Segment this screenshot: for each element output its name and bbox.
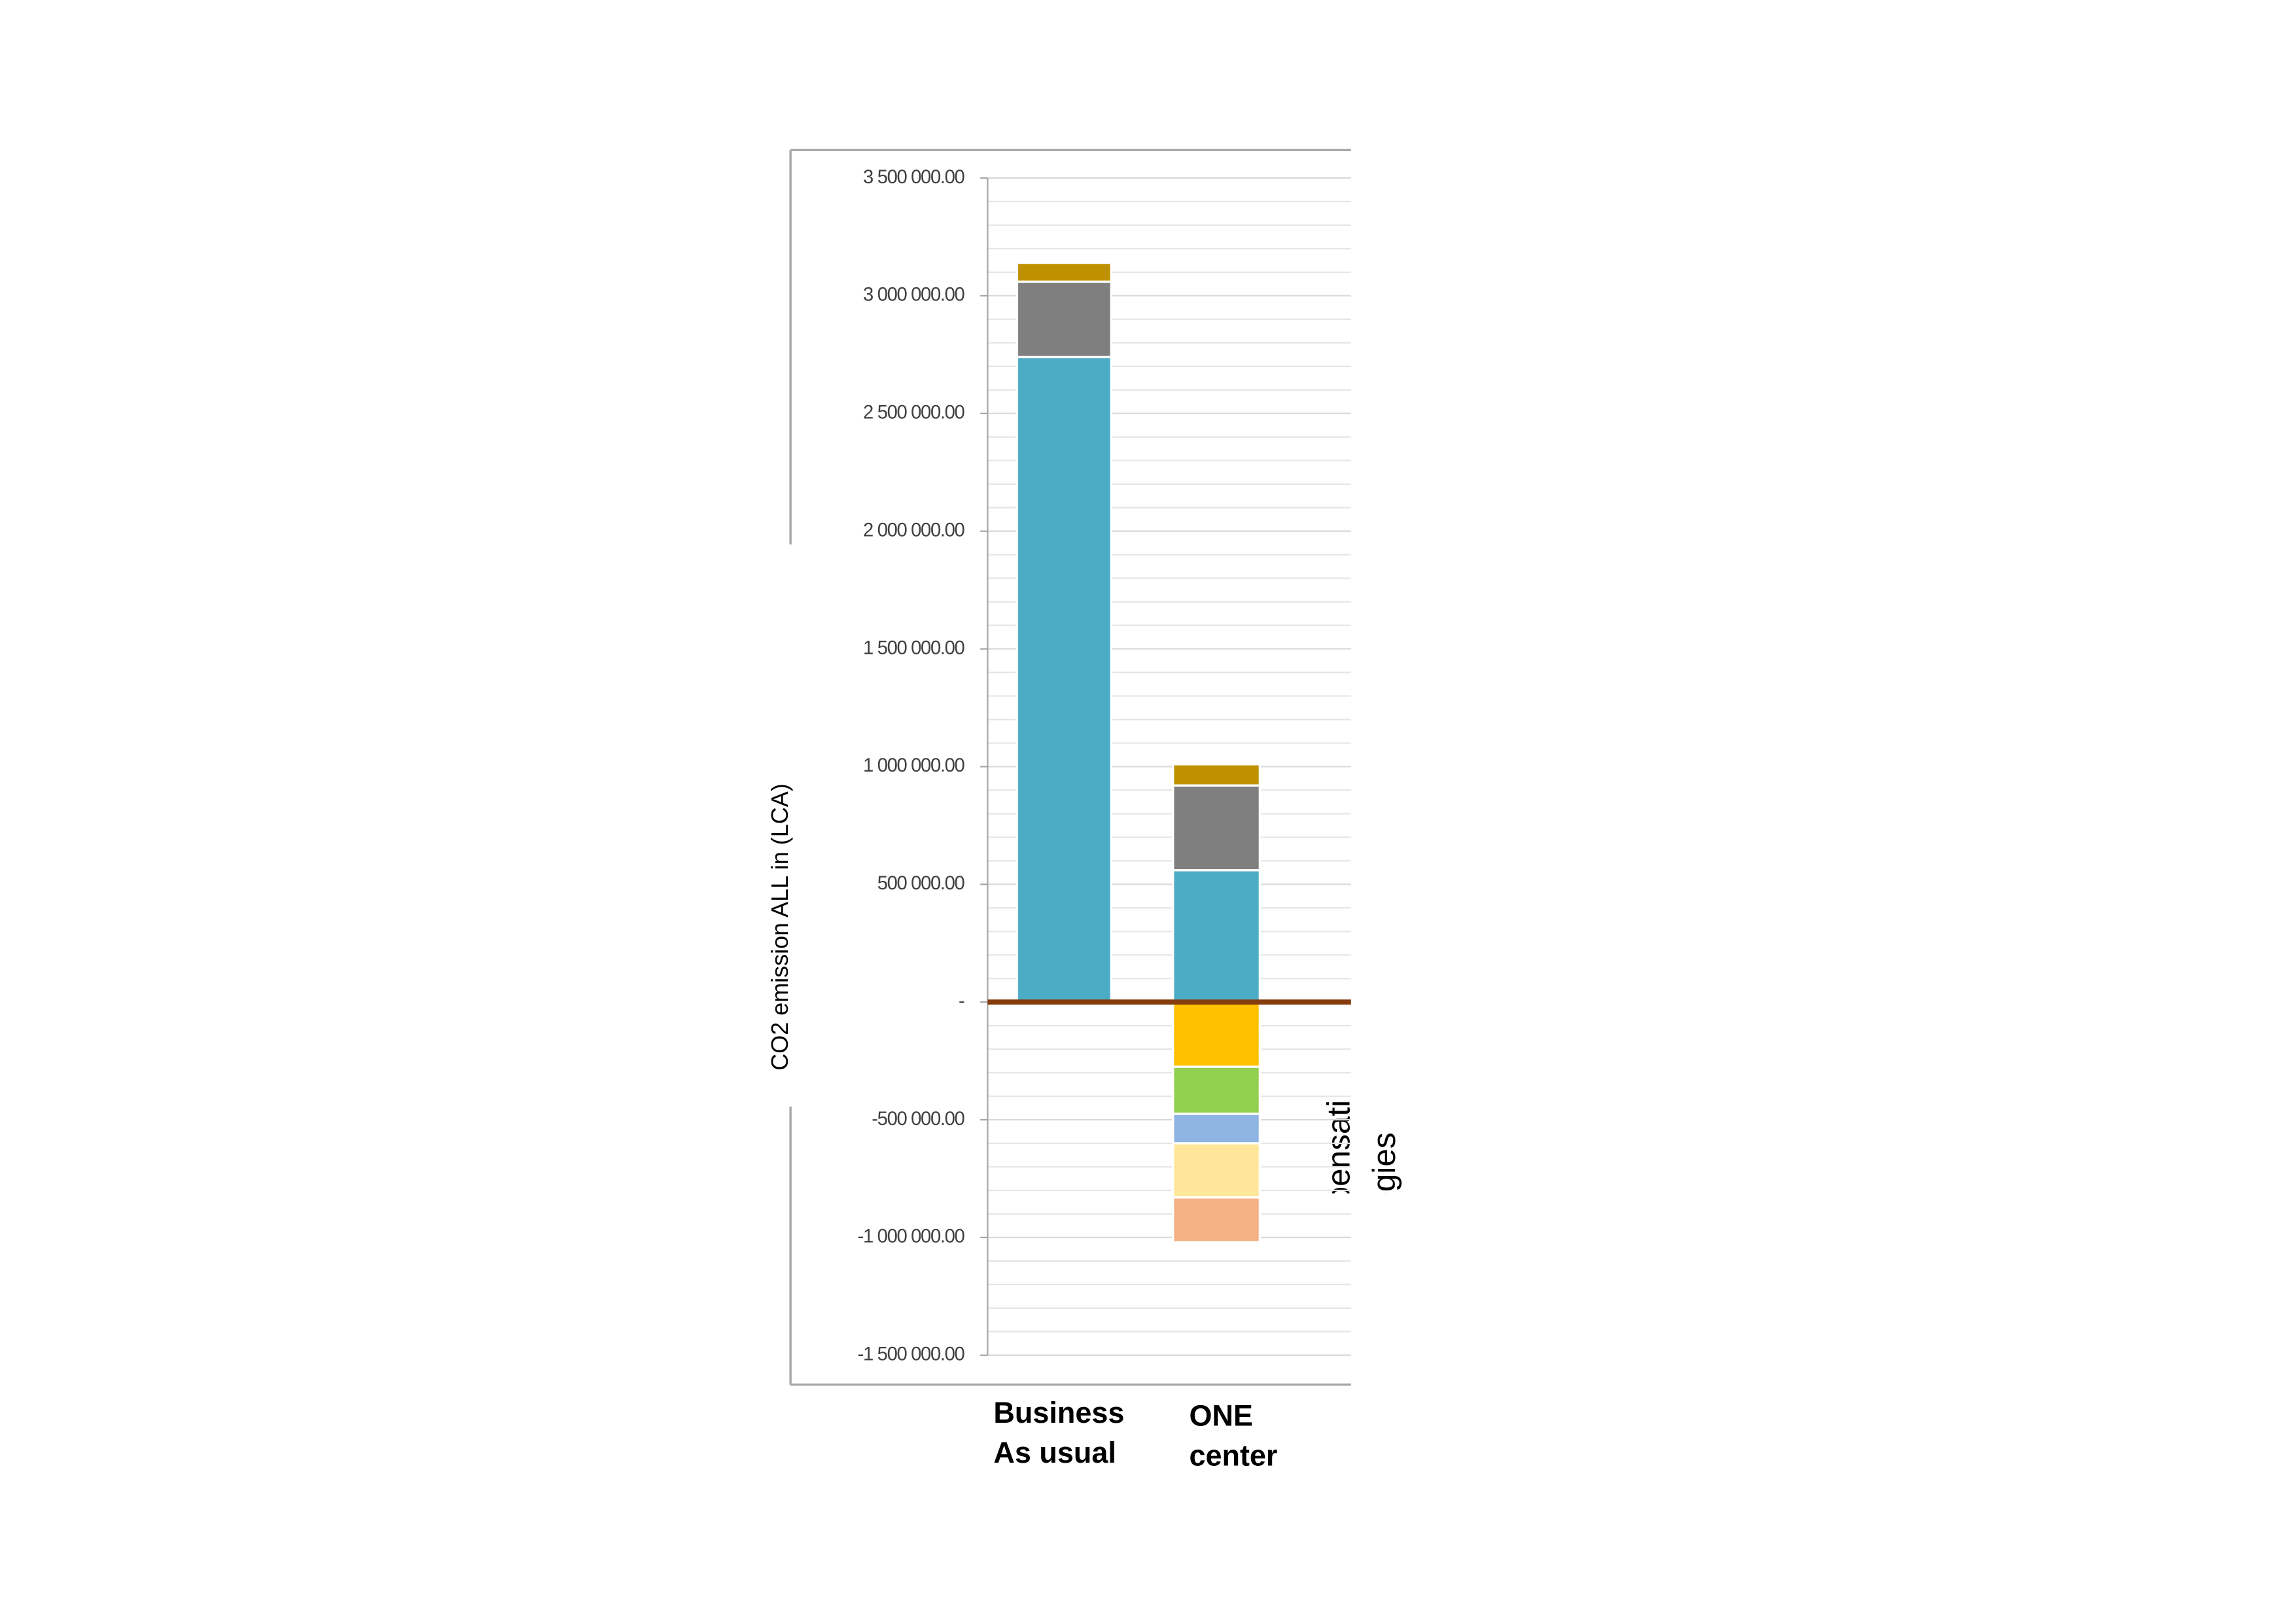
x-tick-label: ONE center <box>1189 1400 1278 1473</box>
bar-segment <box>1172 869 1262 1003</box>
y-tick-label: 2 000 000.00 <box>863 520 965 541</box>
y-tick-label: 500 000.00 <box>877 873 965 894</box>
category-label-box: Business As usual <box>993 1397 1125 1471</box>
bar-segment <box>1172 1001 1262 1068</box>
x-tick-label: Business As usual <box>993 1397 1125 1471</box>
bar-segment <box>1016 355 1112 1003</box>
bar-segment <box>1172 784 1262 872</box>
y-tick-label: -500 000.00 <box>872 1109 964 1130</box>
y-tick-label: -1 500 000.00 <box>858 1344 965 1365</box>
y-tick-label: 3 000 000.00 <box>863 285 965 306</box>
annotation: Compensation strategies <box>1316 1102 1407 1193</box>
annotation-box: Compensation strategies <box>1316 1102 1407 1193</box>
bar-segment <box>1172 1142 1262 1199</box>
bar-segment <box>1172 1065 1262 1115</box>
y-tick-label: 1 000 000.00 <box>863 755 965 776</box>
y-tick-label: 3 500 000.00 <box>863 167 965 188</box>
bar-segment <box>1016 261 1112 283</box>
category-label-box: ONE center <box>1189 1400 1278 1473</box>
y-tick-label: 1 500 000.00 <box>863 637 965 658</box>
y-tick-label: - <box>959 991 964 1012</box>
y-tick-label: -1 000 000.00 <box>858 1226 965 1247</box>
bar-segment <box>1172 1113 1262 1145</box>
y-tick-label: 2 500 000.00 <box>863 402 965 423</box>
bar-segment <box>1016 280 1112 359</box>
y-axis-label: CO2 emission ALL in (LCA) <box>766 783 793 1070</box>
bar-segment <box>1172 1196 1262 1243</box>
bar-segment <box>1172 763 1262 787</box>
